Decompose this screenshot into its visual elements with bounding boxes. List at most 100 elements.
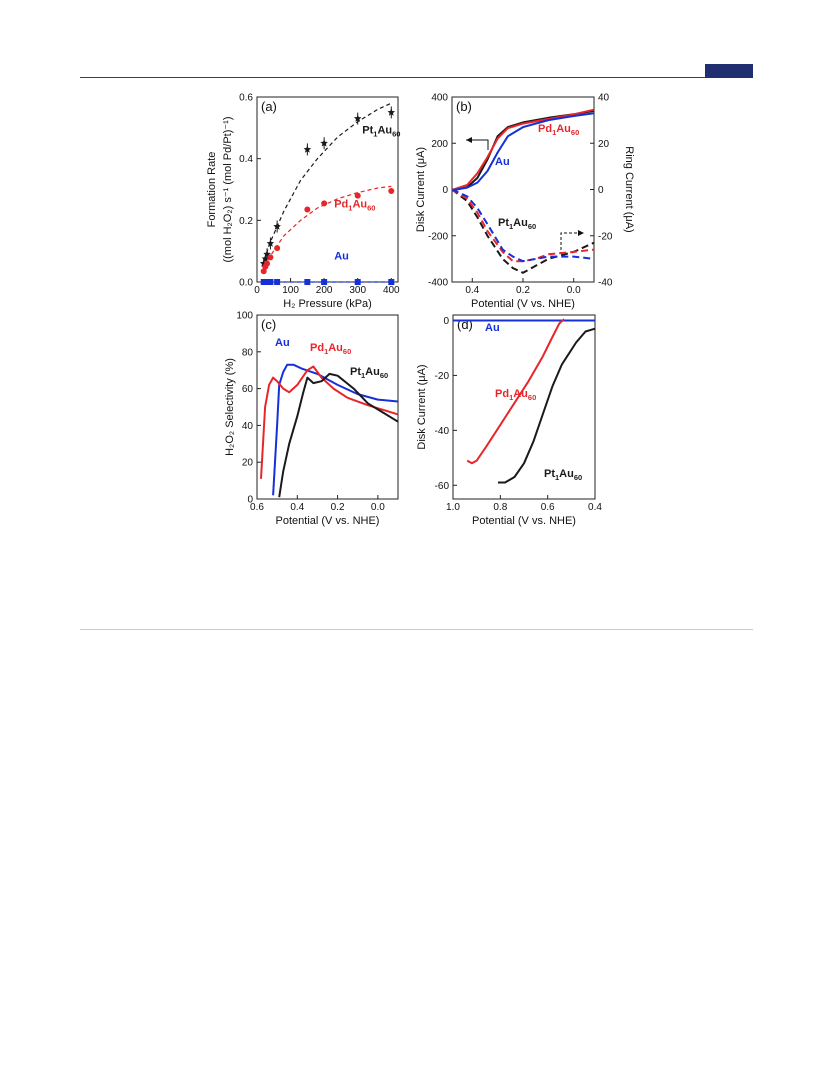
series-label-part: Au [556,123,571,135]
series-label-part: Pd [334,198,348,210]
series-label-part: Au [559,468,574,480]
data-point [354,279,361,285]
series-label: Au [495,156,510,168]
series-label-part: Pt [498,217,509,229]
series-label: Au [275,337,290,349]
series-label-part: Au [275,337,290,349]
data-point [266,239,275,247]
data-point [261,254,270,263]
series-label-subscript: 1 [509,393,513,402]
disk-curve [451,108,595,191]
y-tick-label: -400 [428,278,448,289]
x-tick-label: 0.4 [465,285,479,296]
series-label: Au [485,322,500,334]
data-point [264,260,271,267]
panel-label: (c) [261,317,276,332]
data-point [304,279,311,285]
series-label: Pt1Au60 [362,124,400,138]
y-right-axis-label: Ring Current (μA) [623,146,635,232]
x-tick-label: 0.6 [541,502,555,513]
series-label-subscript: 60 [528,222,536,231]
x-tick-label: 0.2 [331,502,345,513]
series-label-part: Pt [350,366,361,378]
x-tick-label: 400 [383,285,400,296]
data-point [388,188,395,195]
x-tick-label: 200 [316,285,333,296]
series-label-part: Au [485,322,500,334]
y-tick-label: 0 [443,316,449,327]
y-tick-label: -200 [428,231,448,242]
header-rule [80,77,753,78]
x-tick-label: 0.2 [516,285,530,296]
series-label-part: Pd [538,123,552,135]
series-label-subscript: 1 [361,371,365,380]
data-curve [498,327,596,484]
y-axis-label: ((mol H₂O₂) s⁻¹ (mol Pd/Pt)⁻¹) [222,116,234,262]
series-label: Pt1Au60 [498,217,536,231]
y-right-tick-label: 20 [598,139,610,150]
data-point [304,206,311,213]
y-tick-label: 0.6 [239,93,253,104]
x-tick-label: 100 [282,285,299,296]
y-tick-label: 400 [431,93,448,104]
x-axis-label: Potential (V vs. NHE) [276,515,380,527]
data-point [263,250,271,258]
data-point [354,192,361,199]
y-tick-label: 100 [236,311,253,322]
y-right-tick-label: 0 [598,185,604,196]
data-point [303,145,312,153]
y-tick-label: 20 [242,458,254,469]
axis-arrow-right [560,232,580,250]
disk-curve [451,112,595,192]
y-tick-label: 0 [442,185,448,196]
data-point [388,279,395,285]
x-axis-label: H₂ Pressure (kPa) [283,298,372,310]
panel-label: (b) [456,99,472,114]
axis-arrow-left [466,139,489,150]
axis-arrow-left-head [466,137,472,143]
series-label-subscript: 60 [367,203,375,212]
x-tick-label: 0.4 [588,502,602,513]
series-label-subscript: 60 [574,473,582,482]
data-point [260,268,267,275]
series-label: Au [334,251,349,263]
y-axis-label: Disk Current (μA) [415,147,427,232]
y-axis-label: Formation Rate [206,152,218,228]
data-curve [278,372,399,498]
series-label-subscript: 60 [528,393,536,402]
data-point [320,139,328,147]
axis-arrow-right-head [578,230,584,236]
y-axis-label: H₂O₂ Selectivity (%) [224,358,236,456]
series-label-part: Au [328,342,343,354]
fit-curve [261,102,392,267]
y-tick-label: 0.2 [239,216,253,227]
x-tick-label: 0.0 [567,285,581,296]
series-label-part: Au [495,156,510,168]
x-tick-label: 0 [254,285,260,296]
series-label-part: Au [513,217,528,229]
page-tab-marker [705,64,753,78]
y-tick-label: 0 [247,495,253,506]
y-tick-label: 80 [242,347,254,358]
series-label-part: Pd [495,388,509,400]
series-label-part: Au [377,124,392,136]
panel-label: (d) [457,317,473,332]
series-label-part: Au [352,198,367,210]
series-label-subscript: 1 [324,347,328,356]
data-point [387,108,396,116]
panel-b: 0.4 0.2 0.0-400-2000200400(b)-40-2002040Pd… [415,93,635,311]
data-point [273,222,281,230]
series-label-subscript: 1 [555,473,559,482]
series-label: Pd1Au60 [538,123,579,137]
y-tick-label: 0.0 [239,278,253,289]
y-tick-label: 60 [242,384,254,395]
series-label-subscript: 1 [373,129,377,138]
y-tick-label: -20 [435,371,450,382]
series-label-subscript: 60 [343,347,351,356]
data-point [321,200,328,207]
x-tick-label: 0.8 [493,502,507,513]
y-tick-label: -60 [435,481,450,492]
series-label-part: Pd [310,342,324,354]
series-label: Pt1Au60 [544,468,582,482]
